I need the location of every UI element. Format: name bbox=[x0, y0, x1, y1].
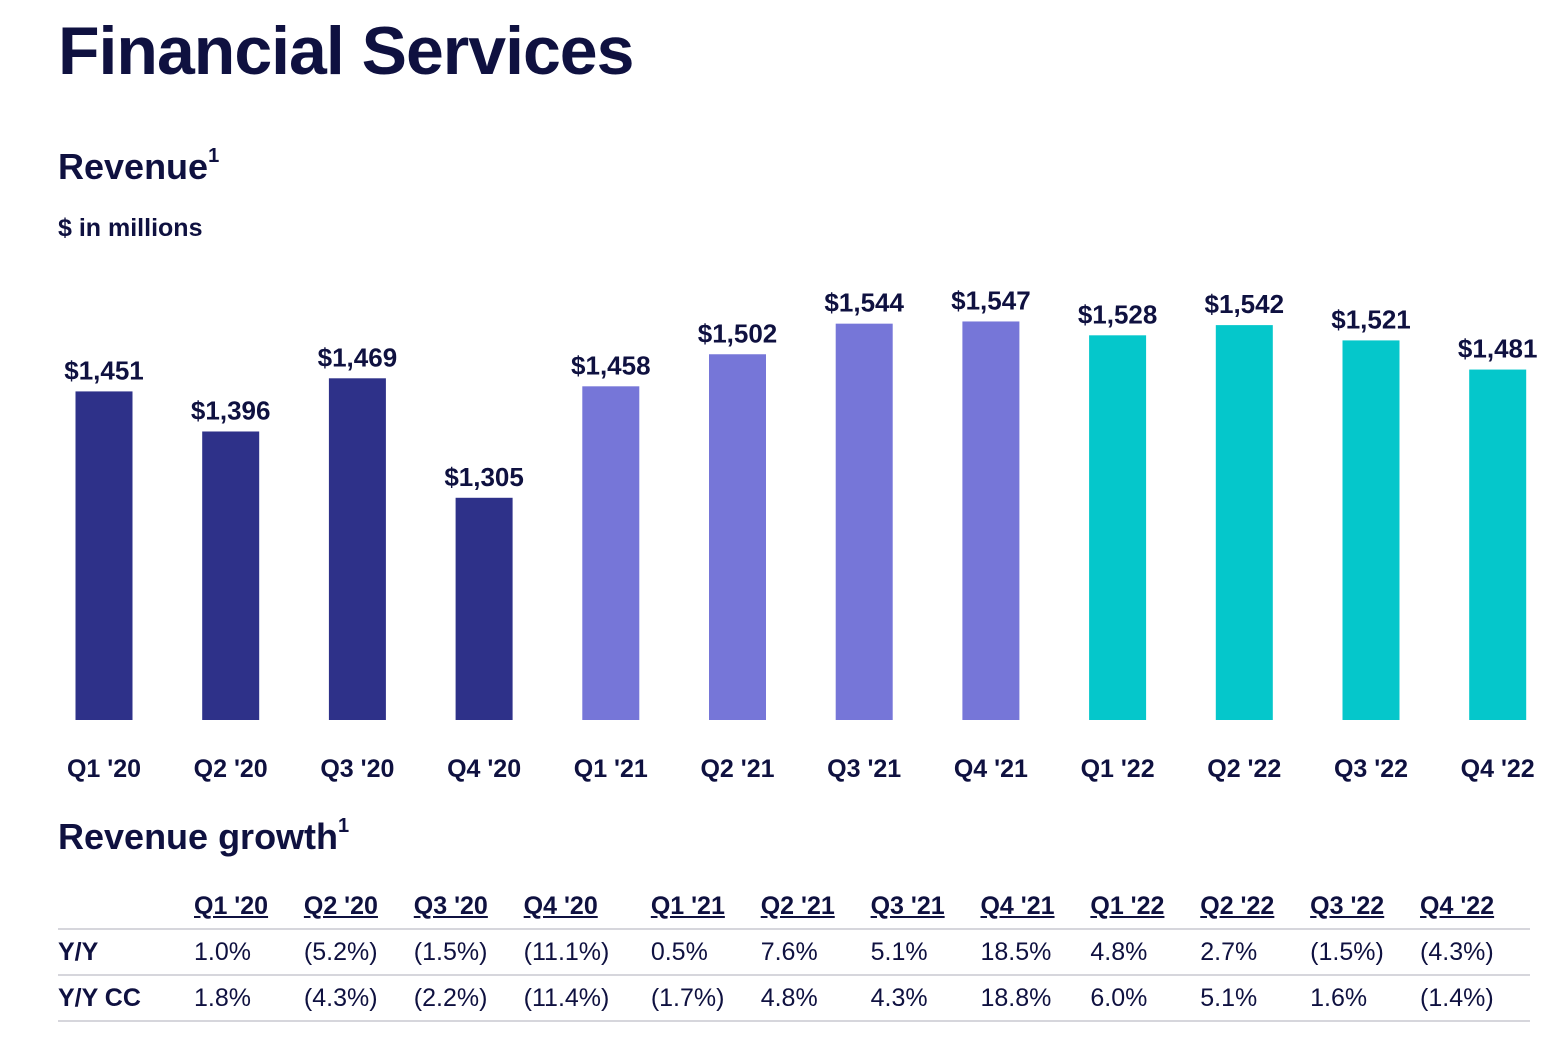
category-label: Q4 '20 bbox=[447, 755, 521, 783]
bar-value-label: $1,305 bbox=[444, 462, 524, 492]
growth-cell: (11.1%) bbox=[523, 928, 651, 975]
growth-header-cell: Q4 '21 bbox=[980, 891, 1055, 920]
growth-cell: 18.5% bbox=[980, 928, 1091, 975]
bar-0 bbox=[75, 391, 133, 720]
growth-footnote-marker: 1 bbox=[338, 815, 350, 837]
growth-cell: 4.3% bbox=[870, 974, 981, 1022]
growth-row-label: Y/Y bbox=[58, 928, 194, 975]
revenue-bar-chart: $1,451 Q1 '20 $1,396 Q2 '20 $1,469 Q3 '20 $1,3… bbox=[64, 285, 1538, 783]
growth-table-header-row: Q1 '20 Q2 '20 Q3 '20 Q4 '20 Q1 '21 Q2 '21 Q3 '… bbox=[58, 890, 1530, 929]
growth-header-cell: Q2 '21 bbox=[760, 891, 835, 920]
growth-cell: 1.6% bbox=[1310, 974, 1421, 1022]
bar-5 bbox=[709, 354, 766, 720]
growth-cell: 2.7% bbox=[1200, 928, 1311, 975]
category-label: Q1 '22 bbox=[1081, 755, 1155, 783]
category-label: Q2 '20 bbox=[194, 755, 268, 783]
growth-cell: 5.1% bbox=[1200, 974, 1311, 1022]
growth-table: Q1 '20 Q2 '20 Q3 '20 Q4 '20 Q1 '21 Q2 '21 Q3 '… bbox=[58, 890, 1530, 1022]
growth-cell: (5.2%) bbox=[303, 928, 414, 975]
category-label: Q4 '22 bbox=[1461, 755, 1535, 783]
growth-cell: 0.5% bbox=[650, 928, 761, 975]
growth-cell: 4.8% bbox=[1090, 928, 1201, 975]
category-label: Q1 '21 bbox=[574, 755, 648, 783]
revenue-title-text: Revenue bbox=[58, 146, 209, 187]
bar-value-label: $1,547 bbox=[951, 285, 1031, 315]
category-label: Q2 '21 bbox=[700, 755, 774, 783]
growth-cell: 1.8% bbox=[194, 974, 304, 1022]
bar-value-label: $1,469 bbox=[318, 342, 398, 372]
growth-cell: 5.1% bbox=[870, 928, 981, 975]
bar-2 bbox=[328, 378, 386, 720]
bar-4 bbox=[582, 386, 640, 720]
bar-9 bbox=[1215, 325, 1273, 720]
category-label: Q3 '21 bbox=[827, 755, 901, 783]
growth-header-cell: Q2 '20 bbox=[303, 891, 378, 920]
growth-cell: (4.3%) bbox=[1420, 928, 1530, 975]
growth-header-cell: Q1 '22 bbox=[1090, 891, 1165, 920]
bar-value-label: $1,544 bbox=[824, 288, 904, 318]
growth-cell: 7.6% bbox=[760, 928, 871, 975]
growth-header-cell: Q3 '20 bbox=[413, 891, 488, 920]
growth-cell: (1.5%) bbox=[1310, 928, 1421, 975]
growth-header-cell: Q4 '20 bbox=[523, 891, 598, 920]
growth-cell: (2.2%) bbox=[413, 974, 524, 1022]
growth-row: Y/Y 1.0% (5.2%) (1.5%) (11.1%) 0.5% 7.6% 5.1% 18… bbox=[58, 928, 1530, 975]
growth-row-label: Y/Y CC bbox=[58, 974, 194, 1022]
bar-1 bbox=[202, 431, 260, 720]
category-label: Q2 '22 bbox=[1207, 755, 1281, 783]
growth-section-title: Revenue growth1 bbox=[58, 815, 350, 858]
growth-row: Y/Y CC 1.8% (4.3%) (2.2%) (11.4%) (1.7%) 4.8% 4… bbox=[58, 974, 1530, 1022]
growth-cell: (11.4%) bbox=[523, 974, 651, 1022]
growth-cell: (4.3%) bbox=[303, 974, 414, 1022]
bar-value-label: $1,481 bbox=[1458, 334, 1538, 364]
category-label: Q1 '20 bbox=[67, 755, 141, 783]
growth-cell: 18.8% bbox=[980, 974, 1091, 1022]
growth-table-body: Y/Y 1.0% (5.2%) (1.5%) (11.1%) 0.5% 7.6% 5.1% 18… bbox=[58, 928, 1530, 1022]
bar-6 bbox=[835, 323, 893, 720]
growth-header-cell: Q4 '22 bbox=[1420, 891, 1495, 920]
category-label: Q4 '21 bbox=[954, 755, 1028, 783]
growth-header-cell: Q3 '21 bbox=[870, 891, 945, 920]
bar-value-label: $1,528 bbox=[1078, 299, 1158, 329]
revenue-section-title: Revenue1 bbox=[58, 145, 220, 188]
bar-value-label: $1,521 bbox=[1331, 304, 1411, 334]
bar-11 bbox=[1469, 369, 1527, 720]
growth-header-cell: Q3 '22 bbox=[1310, 891, 1385, 920]
growth-cell: 1.0% bbox=[194, 928, 304, 975]
revenue-footnote-marker: 1 bbox=[208, 145, 220, 167]
bar-7 bbox=[962, 321, 1020, 720]
units-label: $ in millions bbox=[58, 214, 203, 242]
growth-cell: 6.0% bbox=[1090, 974, 1201, 1022]
growth-cell: (1.5%) bbox=[413, 928, 524, 975]
bar-value-label: $1,458 bbox=[571, 350, 651, 380]
bar-10 bbox=[1342, 340, 1400, 720]
bar-3 bbox=[455, 497, 513, 720]
growth-header-empty bbox=[58, 890, 194, 929]
category-label: Q3 '20 bbox=[320, 755, 394, 783]
category-label: Q3 '22 bbox=[1334, 755, 1408, 783]
growth-title-text: Revenue growth bbox=[58, 816, 339, 857]
bar-8 bbox=[1089, 335, 1147, 720]
bar-value-label: $1,451 bbox=[64, 355, 144, 385]
growth-cell: (1.7%) bbox=[650, 974, 761, 1022]
growth-cell: 4.8% bbox=[760, 974, 871, 1022]
page-title: Financial Services bbox=[58, 13, 634, 89]
growth-header-cell: Q1 '20 bbox=[194, 891, 269, 920]
bar-value-label: $1,542 bbox=[1205, 289, 1285, 319]
growth-cell: (1.4%) bbox=[1420, 974, 1530, 1022]
bar-value-label: $1,396 bbox=[191, 395, 271, 425]
growth-header-cell: Q1 '21 bbox=[650, 891, 725, 920]
growth-header-cell: Q2 '22 bbox=[1200, 891, 1275, 920]
bar-value-label: $1,502 bbox=[698, 318, 778, 348]
